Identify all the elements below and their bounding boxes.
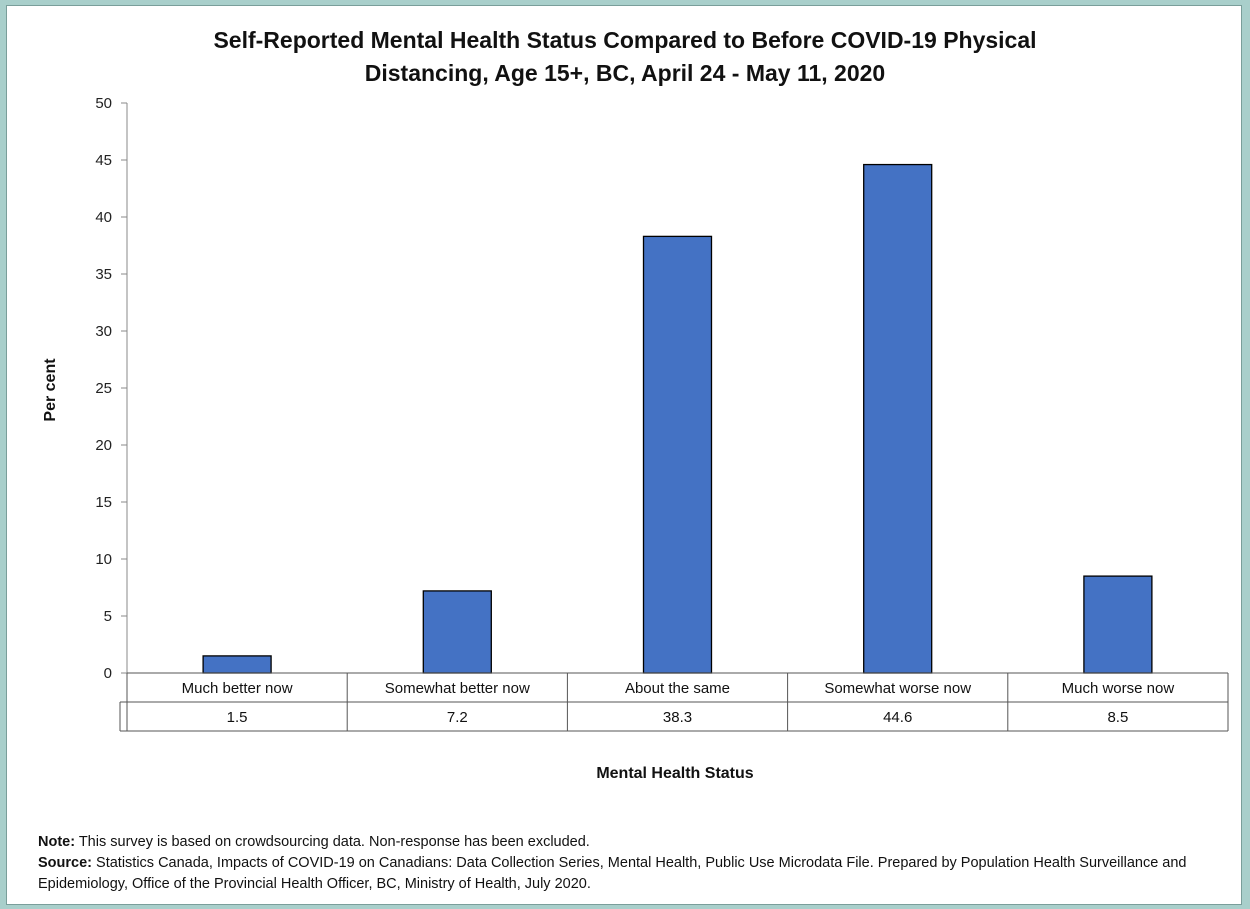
y-axis-label: Per cent (42, 358, 59, 422)
bar (642, 235, 713, 674)
y-tick-label: 25 (95, 380, 112, 397)
bar (202, 655, 272, 674)
source-text: Statistics Canada, Impacts of COVID-19 o… (38, 855, 1187, 892)
y-tick-label: 35 (95, 266, 112, 283)
chart-frame (6, 5, 1242, 905)
category-label: About the same (625, 680, 730, 697)
source-label: Source: (38, 855, 92, 871)
bar (863, 163, 933, 674)
bar (1083, 575, 1153, 674)
notes-block: Note: This survey is based on crowdsourc… (38, 832, 1233, 895)
note-line: Note: This survey is based on crowdsourc… (38, 832, 1233, 853)
data-label: 7.2 (447, 709, 468, 726)
chart-title: Self-Reported Mental Health Status Compa… (213, 27, 1037, 86)
y-tick-label: 45 (95, 152, 112, 169)
note-text: This survey is based on crowdsourcing da… (75, 834, 590, 850)
data-label: 8.5 (1107, 709, 1128, 726)
data-label: 38.3 (663, 709, 692, 726)
category-label: Much better now (182, 680, 293, 697)
data-label: 1.5 (227, 709, 248, 726)
bar (422, 590, 492, 674)
y-tick-label: 50 (95, 95, 112, 112)
category-label: Somewhat worse now (824, 680, 971, 697)
x-axis-label: Mental Health Status (596, 765, 754, 782)
note-label: Note: (38, 834, 76, 850)
y-tick-label: 5 (104, 608, 112, 625)
y-tick-label: 0 (104, 665, 112, 682)
category-label: Somewhat better now (385, 680, 530, 697)
y-tick-label: 40 (95, 209, 112, 226)
y-tick-label: 10 (95, 551, 112, 568)
category-label: Much worse now (1062, 680, 1175, 697)
y-tick-label: 15 (95, 494, 112, 511)
y-tick-label: 20 (95, 437, 112, 454)
source-line: Source: Statistics Canada, Impacts of CO… (38, 853, 1233, 895)
data-label: 44.6 (883, 709, 912, 726)
y-tick-label: 30 (95, 323, 112, 340)
